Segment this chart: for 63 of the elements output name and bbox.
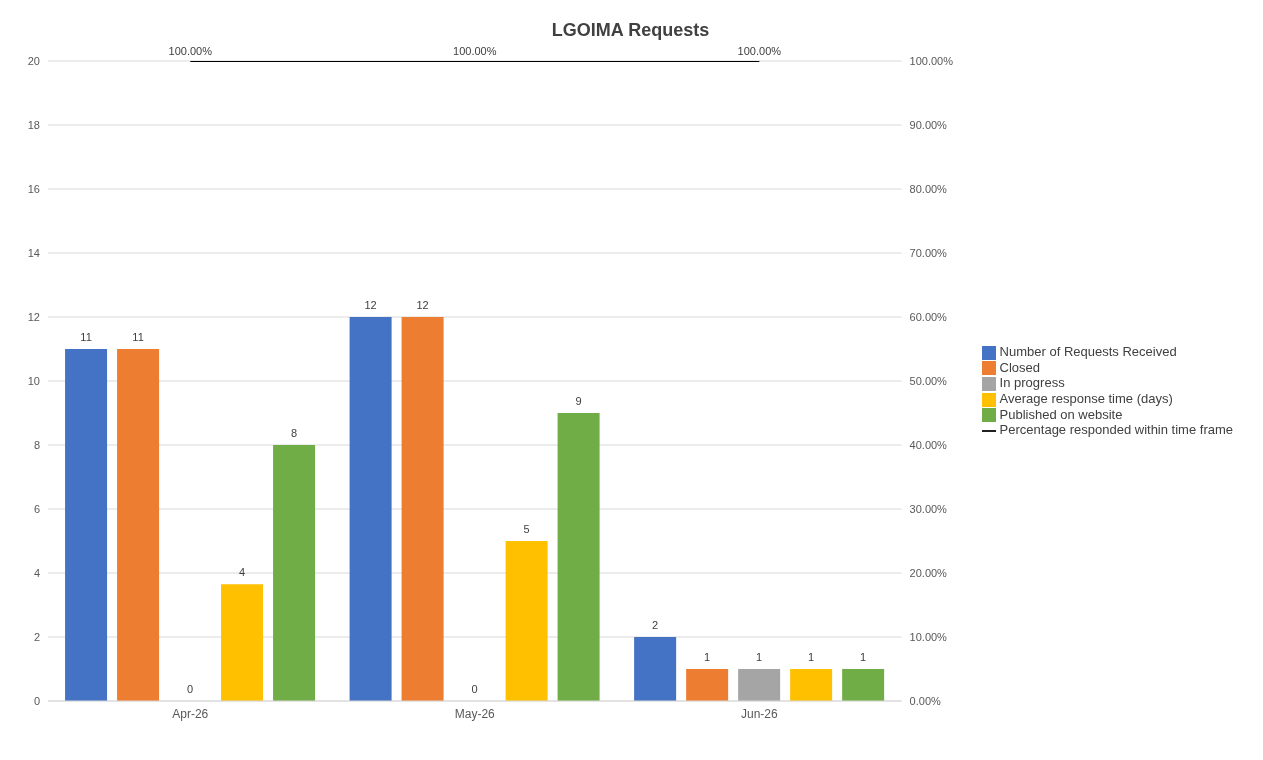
y2-tick-label: 80.00% bbox=[909, 182, 948, 195]
data-label: 12 bbox=[416, 299, 429, 311]
bar bbox=[273, 445, 316, 701]
y2-tick-label: 60.00% bbox=[909, 310, 948, 323]
bar bbox=[505, 541, 548, 701]
bar bbox=[634, 637, 677, 701]
data-label: 100.00% bbox=[737, 45, 782, 57]
legend-label: Average response time (days) bbox=[999, 391, 1173, 406]
y-tick-label: 20 bbox=[27, 54, 40, 67]
bar bbox=[738, 669, 781, 701]
bar bbox=[557, 413, 600, 701]
y-tick-label: 16 bbox=[27, 182, 40, 195]
x-tick-label: Jun-26 bbox=[740, 706, 778, 721]
y2-tick-label: 10.00% bbox=[909, 630, 948, 643]
y-tick-label: 12 bbox=[27, 310, 40, 323]
data-label: 11 bbox=[80, 331, 92, 343]
data-label: 0 bbox=[471, 682, 478, 695]
y-tick-label: 14 bbox=[27, 246, 40, 259]
x-tick-label: May-26 bbox=[454, 706, 496, 721]
legend-label: Closed bbox=[999, 359, 1041, 375]
legend-label: Published on website bbox=[999, 406, 1123, 422]
y2-tick-label: 20.00% bbox=[909, 566, 948, 579]
bar bbox=[65, 349, 108, 701]
data-label: 1 bbox=[704, 651, 711, 663]
data-label: 1 bbox=[860, 651, 867, 663]
data-label: 100.00% bbox=[168, 45, 213, 57]
legend-label: Number of Requests Received bbox=[999, 344, 1177, 360]
y-tick-label: 6 bbox=[33, 502, 40, 515]
y-tick-label: 0 bbox=[33, 694, 40, 707]
data-label: 9 bbox=[575, 395, 582, 407]
y2-tick-label: 100.00% bbox=[909, 54, 954, 67]
bar bbox=[686, 669, 729, 701]
data-label: 5 bbox=[523, 523, 530, 535]
bar bbox=[221, 584, 264, 701]
y2-tick-label: 0.00% bbox=[909, 694, 941, 707]
y-tick-label: 10 bbox=[27, 374, 40, 387]
bar bbox=[349, 317, 392, 701]
y-tick-label: 2 bbox=[33, 630, 40, 643]
data-label: 2 bbox=[652, 619, 659, 631]
y2-tick-label: 30.00% bbox=[909, 502, 948, 515]
bar bbox=[117, 349, 160, 701]
y2-tick-label: 70.00% bbox=[909, 246, 948, 259]
y2-tick-label: 40.00% bbox=[909, 438, 948, 451]
y2-tick-label: 90.00% bbox=[909, 118, 948, 131]
bar bbox=[790, 669, 833, 701]
x-tick-label: Apr-26 bbox=[172, 706, 209, 721]
data-label: 8 bbox=[291, 427, 298, 439]
legend-label: Percentage responded within time frame bbox=[999, 422, 1233, 438]
chart-title: LGOIMA Requests bbox=[550, 20, 711, 41]
legend-label: In progress bbox=[999, 375, 1065, 391]
data-label: 4 bbox=[239, 566, 246, 579]
data-label: 0 bbox=[187, 682, 194, 695]
data-label: 1 bbox=[756, 651, 763, 663]
bar bbox=[401, 317, 444, 701]
bar bbox=[842, 669, 885, 701]
data-label: 11 bbox=[132, 331, 144, 343]
data-label: 1 bbox=[808, 651, 815, 663]
data-label: 12 bbox=[364, 299, 377, 311]
y-tick-label: 8 bbox=[33, 438, 40, 451]
data-label: 100.00% bbox=[453, 45, 497, 57]
y-tick-label: 4 bbox=[33, 566, 40, 579]
y2-tick-label: 50.00% bbox=[909, 374, 948, 387]
y-tick-label: 18 bbox=[27, 118, 40, 131]
